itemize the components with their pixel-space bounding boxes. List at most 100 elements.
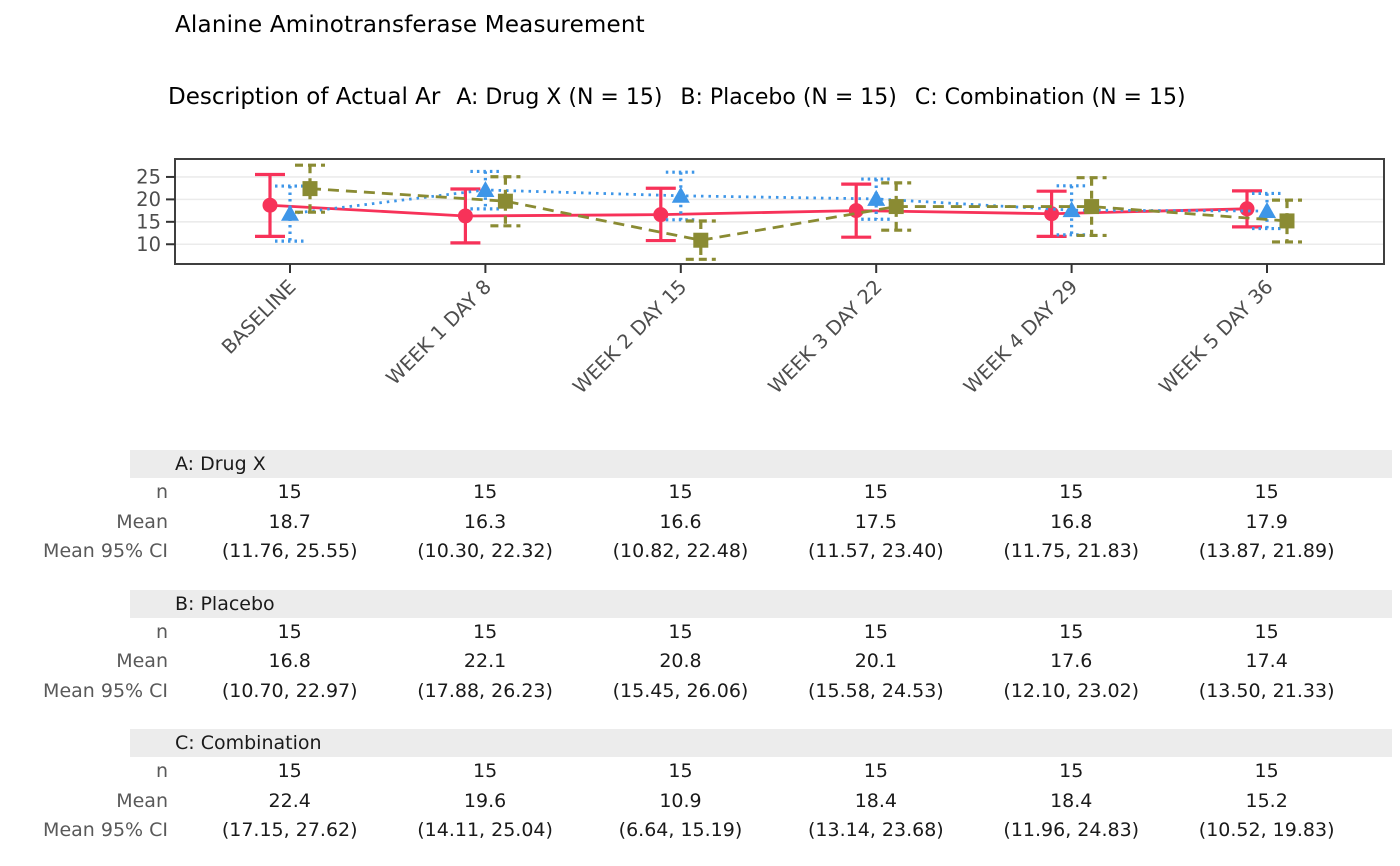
data-point-square-icon <box>693 232 709 248</box>
series-triangle <box>275 169 1282 243</box>
table-cell: (13.14, 23.68) <box>808 819 944 841</box>
table-row: Mean 22.4 19.6 10.9 18.4 18.4 15.2 <box>0 787 1400 817</box>
table-cell: 15 <box>1254 620 1279 643</box>
table-row: Mean 95% CI (17.15, 27.62) (14.11, 25.04) (… <box>0 816 1400 846</box>
table-cell: 15 <box>668 481 693 503</box>
legend-item-label: A: Drug X (N = 15) <box>456 84 663 110</box>
error-bar <box>490 175 521 228</box>
table-cell: 22.1 <box>463 650 507 672</box>
data-point-triangle-icon <box>867 189 886 206</box>
error-bar <box>1056 184 1087 237</box>
table-row: Mean 18.7 16.3 16.6 17.5 16.8 17.9 <box>0 508 1400 538</box>
table-row: Mean 16.8 22.1 20.8 20.1 17.6 17.4 <box>0 647 1400 677</box>
table-row-label: n <box>155 760 168 782</box>
data-point-square-icon <box>1279 213 1295 229</box>
table-cell: 17.5 <box>854 510 898 533</box>
panel-border <box>174 158 1385 265</box>
table-section: C: Combination n 15 15 15 15 15 15 Mean 22.4 19.6 1… <box>0 729 1400 846</box>
table-row-label: Mean 95% CI <box>43 540 168 562</box>
table-cell: 15 <box>472 760 498 782</box>
data-point-triangle-icon <box>1062 201 1081 218</box>
data-point-triangle-icon <box>476 180 495 197</box>
error-bar <box>881 181 912 232</box>
table-cell: 15 <box>1254 760 1279 782</box>
table-cell: 16.8 <box>1050 510 1093 533</box>
table-row: Mean 95% CI (11.76, 25.55) (10.30, 22.32) (… <box>0 537 1400 567</box>
legend-item: B: Placebo (N = 15) <box>668 85 902 110</box>
data-point-square-icon <box>497 193 513 209</box>
legend-item: C: Combination (N = 15) <box>903 85 1192 110</box>
y-tick-label: 10 <box>136 233 161 256</box>
table-section: A: Drug X n 15 15 15 15 15 15 Mean 18.7 16.3 16.6 17… <box>0 450 1400 567</box>
legend-item-label: B: Placebo (N = 15) <box>680 84 897 110</box>
table-cell: (13.50, 21.33) <box>1198 679 1335 702</box>
error-bar <box>295 163 325 214</box>
data-point-circle-icon <box>653 207 669 223</box>
table-cell: (14.11, 25.04) <box>417 819 553 841</box>
table-row-label: Mean <box>116 510 168 533</box>
data-point-triangle-icon <box>1258 202 1276 219</box>
table-cell: 15 <box>277 760 302 782</box>
table-cell: 15 <box>277 481 302 503</box>
error-bar <box>665 170 696 222</box>
series-circle <box>255 172 1262 245</box>
x-tick-label: WEEK 5 DAY 36 <box>1155 275 1278 398</box>
table-row-label: Mean <box>116 650 168 672</box>
legend-row: Description of Actual Ar A: Drug X (N = … <box>168 78 1400 116</box>
y-tick-label: 25 <box>136 165 161 188</box>
table-cell: (17.15, 27.62) <box>221 819 358 841</box>
table-cell: 15 <box>1059 620 1084 643</box>
table-cell: (10.82, 22.48) <box>612 540 749 562</box>
chart-subtitle: Description of Actual Ar <box>168 84 441 110</box>
table-section-header: C: Combination <box>130 729 1392 757</box>
series-square <box>295 163 1302 261</box>
table-row-label: Mean 95% CI <box>43 679 168 702</box>
table-row: n 15 15 15 15 15 15 <box>0 478 1400 508</box>
data-point-square-icon <box>302 181 318 197</box>
table-cell: 10.9 <box>659 789 702 812</box>
series-line <box>309 187 1288 242</box>
gridlines <box>175 176 1384 246</box>
data-point-triangle-icon <box>671 186 690 203</box>
table-cell: (11.76, 25.55) <box>221 540 358 562</box>
table-row: n 15 15 15 15 15 15 <box>0 757 1400 787</box>
y-tick-label: 15 <box>136 210 161 233</box>
table-cell: 20.1 <box>854 650 898 672</box>
table-row: Mean 95% CI (10.70, 22.97) (17.88, 26.23) (… <box>0 677 1400 707</box>
table-cell: 20.8 <box>659 650 702 672</box>
table-cell: (10.70, 22.97) <box>221 679 358 702</box>
legend-item-label: C: Combination (N = 15) <box>914 84 1186 110</box>
table-cell: 15 <box>863 620 888 643</box>
table-section-header: B: Placebo <box>130 589 1392 618</box>
table-cell: (12.10, 23.02) <box>1003 679 1140 702</box>
data-point-circle-icon <box>848 203 864 219</box>
x-tick-label: WEEK 4 DAY 29 <box>959 275 1082 398</box>
table-row-label: n <box>155 620 168 643</box>
data-point-circle-icon <box>1239 201 1255 217</box>
chart-title: Alanine Aminotransferase Measurement <box>175 12 645 38</box>
table-cell: 15 <box>668 620 693 643</box>
table-cell: 15.2 <box>1245 789 1288 812</box>
table-cell: 16.3 <box>463 510 507 533</box>
chart-legend: A: Drug X (N = 15) B: Placebo (N = 15) C: … <box>444 85 1191 110</box>
table-cell: 22.4 <box>268 789 311 812</box>
table-cell: 18.4 <box>854 789 898 812</box>
x-axis: BASELINE WEEK 1 DAY 8 WEEK 2 DAY 15 WEEK 3 … <box>217 264 1278 398</box>
table-row-label: Mean <box>116 789 168 812</box>
summary-table: A: Drug X n 15 15 15 15 15 15 Mean 18.7 16.3 16.6 17… <box>0 450 1400 846</box>
x-tick-label: BASELINE <box>217 275 300 358</box>
table-cell: 15 <box>1059 760 1084 782</box>
table-cell: (15.45, 26.06) <box>612 679 749 702</box>
error-bar <box>470 169 501 211</box>
table-cell: (10.30, 22.32) <box>417 540 553 562</box>
series-line <box>289 188 1268 216</box>
table-cell: 15 <box>1254 481 1279 503</box>
table-cell: 19.6 <box>463 789 507 812</box>
table-cell: 16.6 <box>659 510 702 533</box>
table-cell: (10.52, 19.83) <box>1198 819 1335 841</box>
table-cell: (13.87, 21.89) <box>1198 540 1335 562</box>
table-row-label: Mean 95% CI <box>43 819 168 841</box>
